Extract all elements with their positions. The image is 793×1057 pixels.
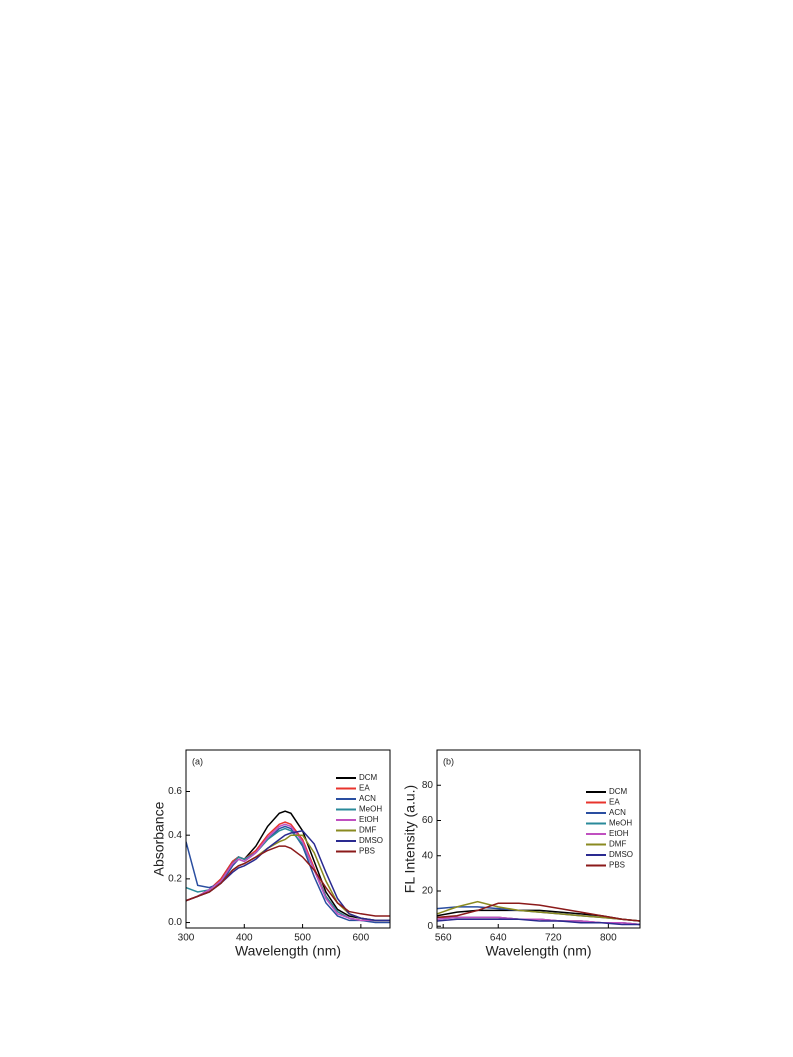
legend-label: EtOH [359,815,379,824]
legend-label: DMF [359,826,376,835]
legend-label: PBS [359,847,375,856]
x-tick-label: 560 [435,933,452,944]
y-axis-label: Absorbance [151,801,167,876]
x-tick-label: 720 [545,933,562,944]
plot-frame [185,749,391,929]
legend-label: DMSO [359,836,383,845]
legend-label: ACN [609,808,626,817]
series-line [437,900,640,922]
y-tick-label: 60 [422,815,434,826]
y-tick-label: 0.6 [168,786,182,797]
legend-label: MeOH [359,805,382,814]
y-tick-label: 40 [422,850,434,861]
legend-label: DMSO [609,850,633,859]
y-tick-label: 0.4 [168,830,182,841]
x-axis-label: Wavelength (nm) [235,943,341,959]
series-line [186,823,390,922]
y-tick-label: 80 [422,780,434,791]
panel-label: (b) [443,756,454,766]
legend-label: EtOH [609,829,629,838]
x-tick-label: 400 [236,933,253,944]
x-tick-label: 640 [490,933,507,944]
series-line [186,845,390,917]
legend-label: ACN [359,794,376,803]
legend-label: MeOH [609,819,632,828]
x-axis-label: Wavelength (nm) [485,943,591,959]
y-tick-label: 20 [422,886,434,897]
series-line [437,902,640,922]
plot-frame [436,749,641,929]
x-tick-label: 600 [353,933,370,944]
x-tick-label: 300 [178,933,195,944]
x-tick-label: 800 [600,933,617,944]
legend-label: PBS [609,861,625,870]
y-axis-label: FL Intensity (a.u.) [402,785,418,893]
x-tick-label: 500 [294,933,311,944]
legend-label: EA [359,784,370,793]
panel-label: (a) [192,756,203,766]
legend-label: DMF [609,840,626,849]
series-line [437,918,640,926]
y-tick-label: 0.0 [168,917,182,928]
y-tick-label: 0 [427,921,433,932]
legend-label: EA [609,798,620,807]
legend-label: DCM [609,787,628,796]
y-tick-label: 0.2 [168,873,182,884]
legend-label: DCM [359,773,378,782]
